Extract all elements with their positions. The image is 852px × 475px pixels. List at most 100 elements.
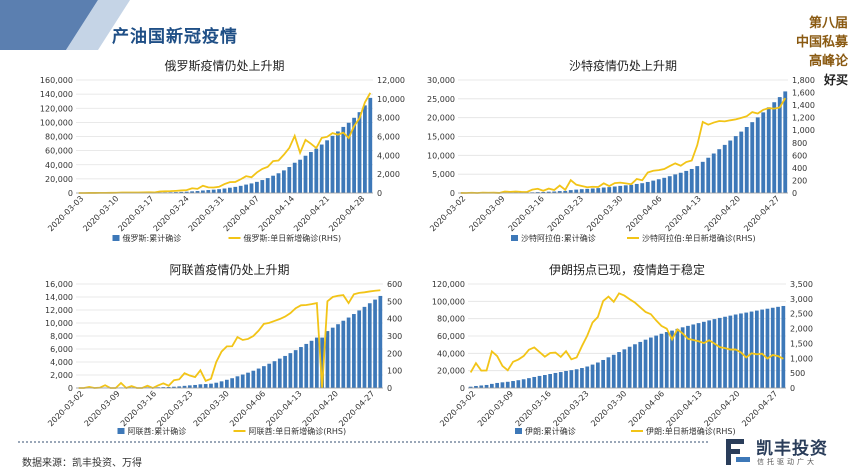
bar-cumulative (675, 328, 680, 388)
y2-tick-label: 1,000 (792, 126, 815, 135)
bar-cumulative (233, 186, 238, 193)
x-tick-label: 2020-03-23 (546, 194, 585, 233)
bar-cumulative (640, 183, 645, 193)
bar-cumulative (695, 166, 700, 193)
legend-label-daily: 伊朗:单日新增确诊(RHS) (646, 426, 736, 436)
x-tick-label: 2020-03-16 (514, 389, 553, 428)
bar-cumulative (552, 191, 557, 193)
bar-cumulative (505, 381, 510, 388)
bar-cumulative (521, 379, 526, 388)
bar-cumulative (352, 117, 356, 193)
y-tick-label: 60,000 (437, 332, 465, 341)
bar-cumulative (341, 320, 346, 388)
bar-cumulative (527, 378, 531, 388)
bar-cumulative (543, 375, 547, 388)
bar-cumulative (240, 374, 245, 388)
line-daily-new (469, 292, 784, 373)
chart-title: 阿联酋疫情仍处上升期 (169, 262, 289, 277)
y2-tick-label: 2,000 (377, 170, 400, 179)
bar-cumulative (330, 135, 335, 193)
y-tick-label: 30,000 (427, 76, 455, 85)
bar-cumulative (680, 327, 685, 388)
bar-cumulative (292, 162, 297, 193)
bar-cumulative (319, 144, 324, 193)
x-tick-label: 2020-04-06 (627, 389, 666, 428)
bar-cumulative (777, 97, 782, 193)
bar-cumulative (673, 174, 678, 193)
bar-cumulative (595, 362, 600, 388)
bar-cumulative (172, 386, 176, 388)
bar-cumulative (711, 153, 716, 193)
bar-cumulative (563, 190, 568, 193)
y-tick-label: 14,000 (45, 293, 73, 302)
bar-cumulative (495, 382, 500, 388)
bar-cumulative (574, 189, 579, 193)
bar-cumulative (590, 364, 595, 388)
legend-label-cumulative: 沙特阿拉伯:累计确诊 (521, 233, 596, 243)
x-tick-label: 2020-03-30 (192, 389, 231, 428)
bar-cumulative (728, 140, 733, 193)
bar-cumulative (373, 299, 377, 388)
bar-cumulative (548, 373, 552, 388)
y2-tick-label: 400 (387, 315, 402, 324)
x-tick-label: 2020-03-02 (46, 389, 85, 428)
x-tick-label: 2020-03-02 (438, 389, 477, 428)
y-tick-label: 2,000 (50, 371, 73, 380)
bar-cumulative (629, 184, 634, 193)
y-tick-label: 0 (460, 384, 465, 393)
bar-cumulative (341, 126, 346, 193)
legend-label-cumulative: 阿联酋:累计确诊 (128, 426, 187, 436)
bar-cumulative (535, 192, 540, 193)
x-tick-label: 2020-03-03 (46, 194, 85, 233)
y-tick-label: 80,000 (437, 315, 465, 324)
legend-swatch-bar (117, 428, 125, 434)
bar-cumulative (706, 157, 711, 193)
y-tick-label: 12,000 (45, 306, 73, 315)
bar-cumulative (776, 306, 780, 388)
y-tick-label: 15,000 (427, 133, 455, 142)
bar-cumulative (219, 381, 224, 388)
bar-cumulative (271, 175, 275, 193)
x-tick-label: 2020-04-20 (703, 194, 742, 233)
corner-conference-text: 第八届 中国私募 高峰论 好买 (778, 14, 848, 90)
x-tick-label: 2020-03-24 (152, 194, 191, 233)
bar-cumulative (352, 314, 356, 388)
x-tick-label: 2020-03-30 (585, 194, 624, 233)
chart-panel-russia: 俄罗斯疫情仍处上升期 0 20,000 40,000 60,000 80,000 100,0… (18, 58, 418, 258)
bar-cumulative (664, 332, 669, 388)
bar-cumulative (293, 350, 298, 388)
y2-tick-label: 3,000 (790, 295, 813, 304)
bar-cumulative (298, 159, 302, 193)
bar-cumulative (262, 366, 266, 388)
bar-cumulative (474, 385, 478, 388)
x-tick-label: 2020-03-30 (589, 389, 628, 428)
bar-cumulative (707, 320, 712, 388)
bar-cumulative (564, 370, 568, 388)
bar-cumulative (235, 376, 240, 388)
bar-cumulative (282, 170, 286, 193)
chart-panel-iran: 伊朗拐点已现，疫情趋于稳定 0 20,000 40,000 60,000 80,000 10… (418, 262, 828, 440)
legend-label-daily: 沙特阿拉伯:单日新增确诊(RHS) (642, 233, 756, 243)
bar-cumulative (744, 312, 749, 388)
y-tick-label: 25,000 (427, 95, 455, 104)
x-tick-label: 2020-04-20 (702, 389, 741, 428)
y2-tick-label: 200 (792, 176, 807, 185)
bar-cumulative (580, 368, 584, 388)
bar-cumulative (346, 317, 351, 388)
bar-cumulative (367, 303, 372, 388)
bar-cumulative (700, 161, 705, 193)
data-source-note: 数据来源：凯丰投资、万得 (22, 458, 142, 469)
y2-tick-label: 4,000 (377, 151, 400, 160)
bar-cumulative (761, 112, 766, 193)
bar-cumulative (272, 361, 277, 388)
legend-swatch-bar (112, 235, 120, 241)
bar-cumulative (574, 369, 579, 388)
bar-cumulative (209, 383, 213, 388)
y2-tick-label: 2,500 (790, 310, 813, 319)
bar-cumulative (468, 386, 473, 388)
bar-cumulative (516, 380, 521, 388)
bar-cumulative (346, 122, 351, 193)
bar-cumulative (336, 324, 340, 388)
y2-tick-label: 200 (387, 349, 402, 358)
bar-cumulative (623, 185, 628, 193)
